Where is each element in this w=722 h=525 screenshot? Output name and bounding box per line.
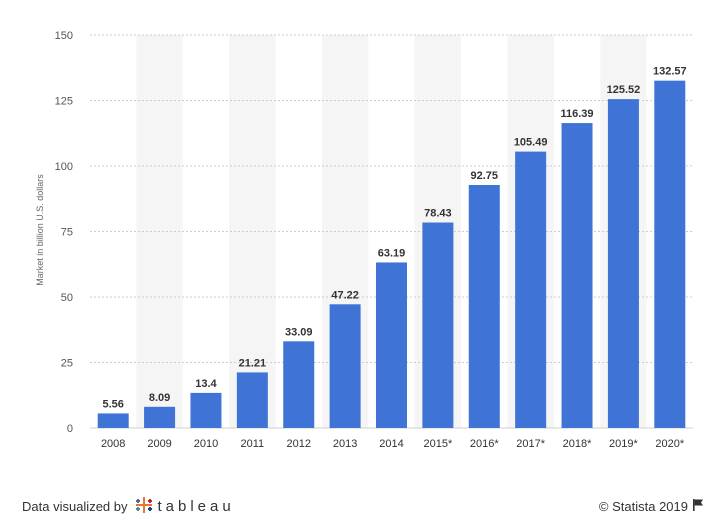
data-label: 132.57 [653,66,687,78]
data-label: 92.75 [471,170,499,182]
bars [97,80,686,429]
y-tick-label: 150 [55,30,73,42]
x-axis-ticks: 2008 2009 2010 2011 2012 2013 2014 2015* 2016* 20… [101,438,685,450]
data-label: 78.43 [424,208,452,220]
copyright-text: © Statista 2019 [598,498,688,514]
y-axis-ticks: 0 25 50 75 100 125 150 [55,30,73,435]
x-tick-label: 2016* [470,438,499,450]
x-tick-label: 2019* [609,438,638,450]
bar[interactable] [329,304,361,428]
footer-copyright[interactable]: © Statista 2019 [599,493,704,519]
x-tick-label: 2014 [379,438,403,450]
attribution-text: Data visualized by [22,498,128,514]
bar[interactable] [607,99,639,428]
data-label: 125.52 [607,84,641,96]
data-label: 116.39 [561,108,594,120]
bar[interactable] [283,341,315,428]
x-tick-label: 2009 [147,438,171,450]
x-tick-label: 2017* [516,438,545,450]
bar[interactable] [97,413,129,428]
x-tick-label: 2011 [241,438,265,450]
bar-chart: 0 25 50 75 100 125 150 5.56 8.09 13.4 21.21 33.09 4… [35,30,693,450]
x-tick-label: 2018* [563,438,592,450]
y-tick-label: 100 [55,161,73,173]
data-label: 13.4 [195,378,217,390]
bar[interactable] [468,184,500,428]
x-tick-label: 2013 [333,438,357,450]
bar[interactable] [236,372,268,428]
x-tick-label: 2015* [424,438,453,450]
bar[interactable] [654,80,686,429]
tableau-wordmark: tableau [157,497,235,515]
data-label: 63.19 [378,247,406,259]
bar[interactable] [422,222,454,428]
data-label: 8.09 [149,392,170,404]
y-axis-label: Market in billion U.S. dollars [35,174,45,286]
bar[interactable] [561,123,593,428]
y-tick-label: 25 [61,358,73,370]
data-label: 47.22 [331,289,359,301]
x-tick-label: 2010 [194,438,218,450]
y-tick-label: 125 [55,96,73,108]
y-tick-label: 0 [67,423,73,435]
bar[interactable] [190,392,222,428]
x-tick-label: 2020* [655,438,684,450]
y-tick-label: 50 [61,292,73,304]
data-label: 33.09 [285,326,313,338]
flag-icon[interactable] [693,498,704,514]
x-tick-label: 2012 [286,438,310,450]
data-label: 21.21 [239,357,267,369]
tableau-logo-icon [134,495,154,518]
y-tick-label: 75 [61,227,73,239]
data-label: 5.56 [102,398,123,410]
bar[interactable] [144,406,176,428]
data-label: 105.49 [514,137,548,149]
footer-attribution[interactable]: Data visualized by tableau [22,493,235,519]
bar[interactable] [515,151,547,428]
bar[interactable] [376,262,407,428]
x-tick-label: 2008 [101,438,125,450]
data-labels: 5.56 8.09 13.4 21.21 33.09 47.22 63.19 78.43 92.… [102,66,686,411]
